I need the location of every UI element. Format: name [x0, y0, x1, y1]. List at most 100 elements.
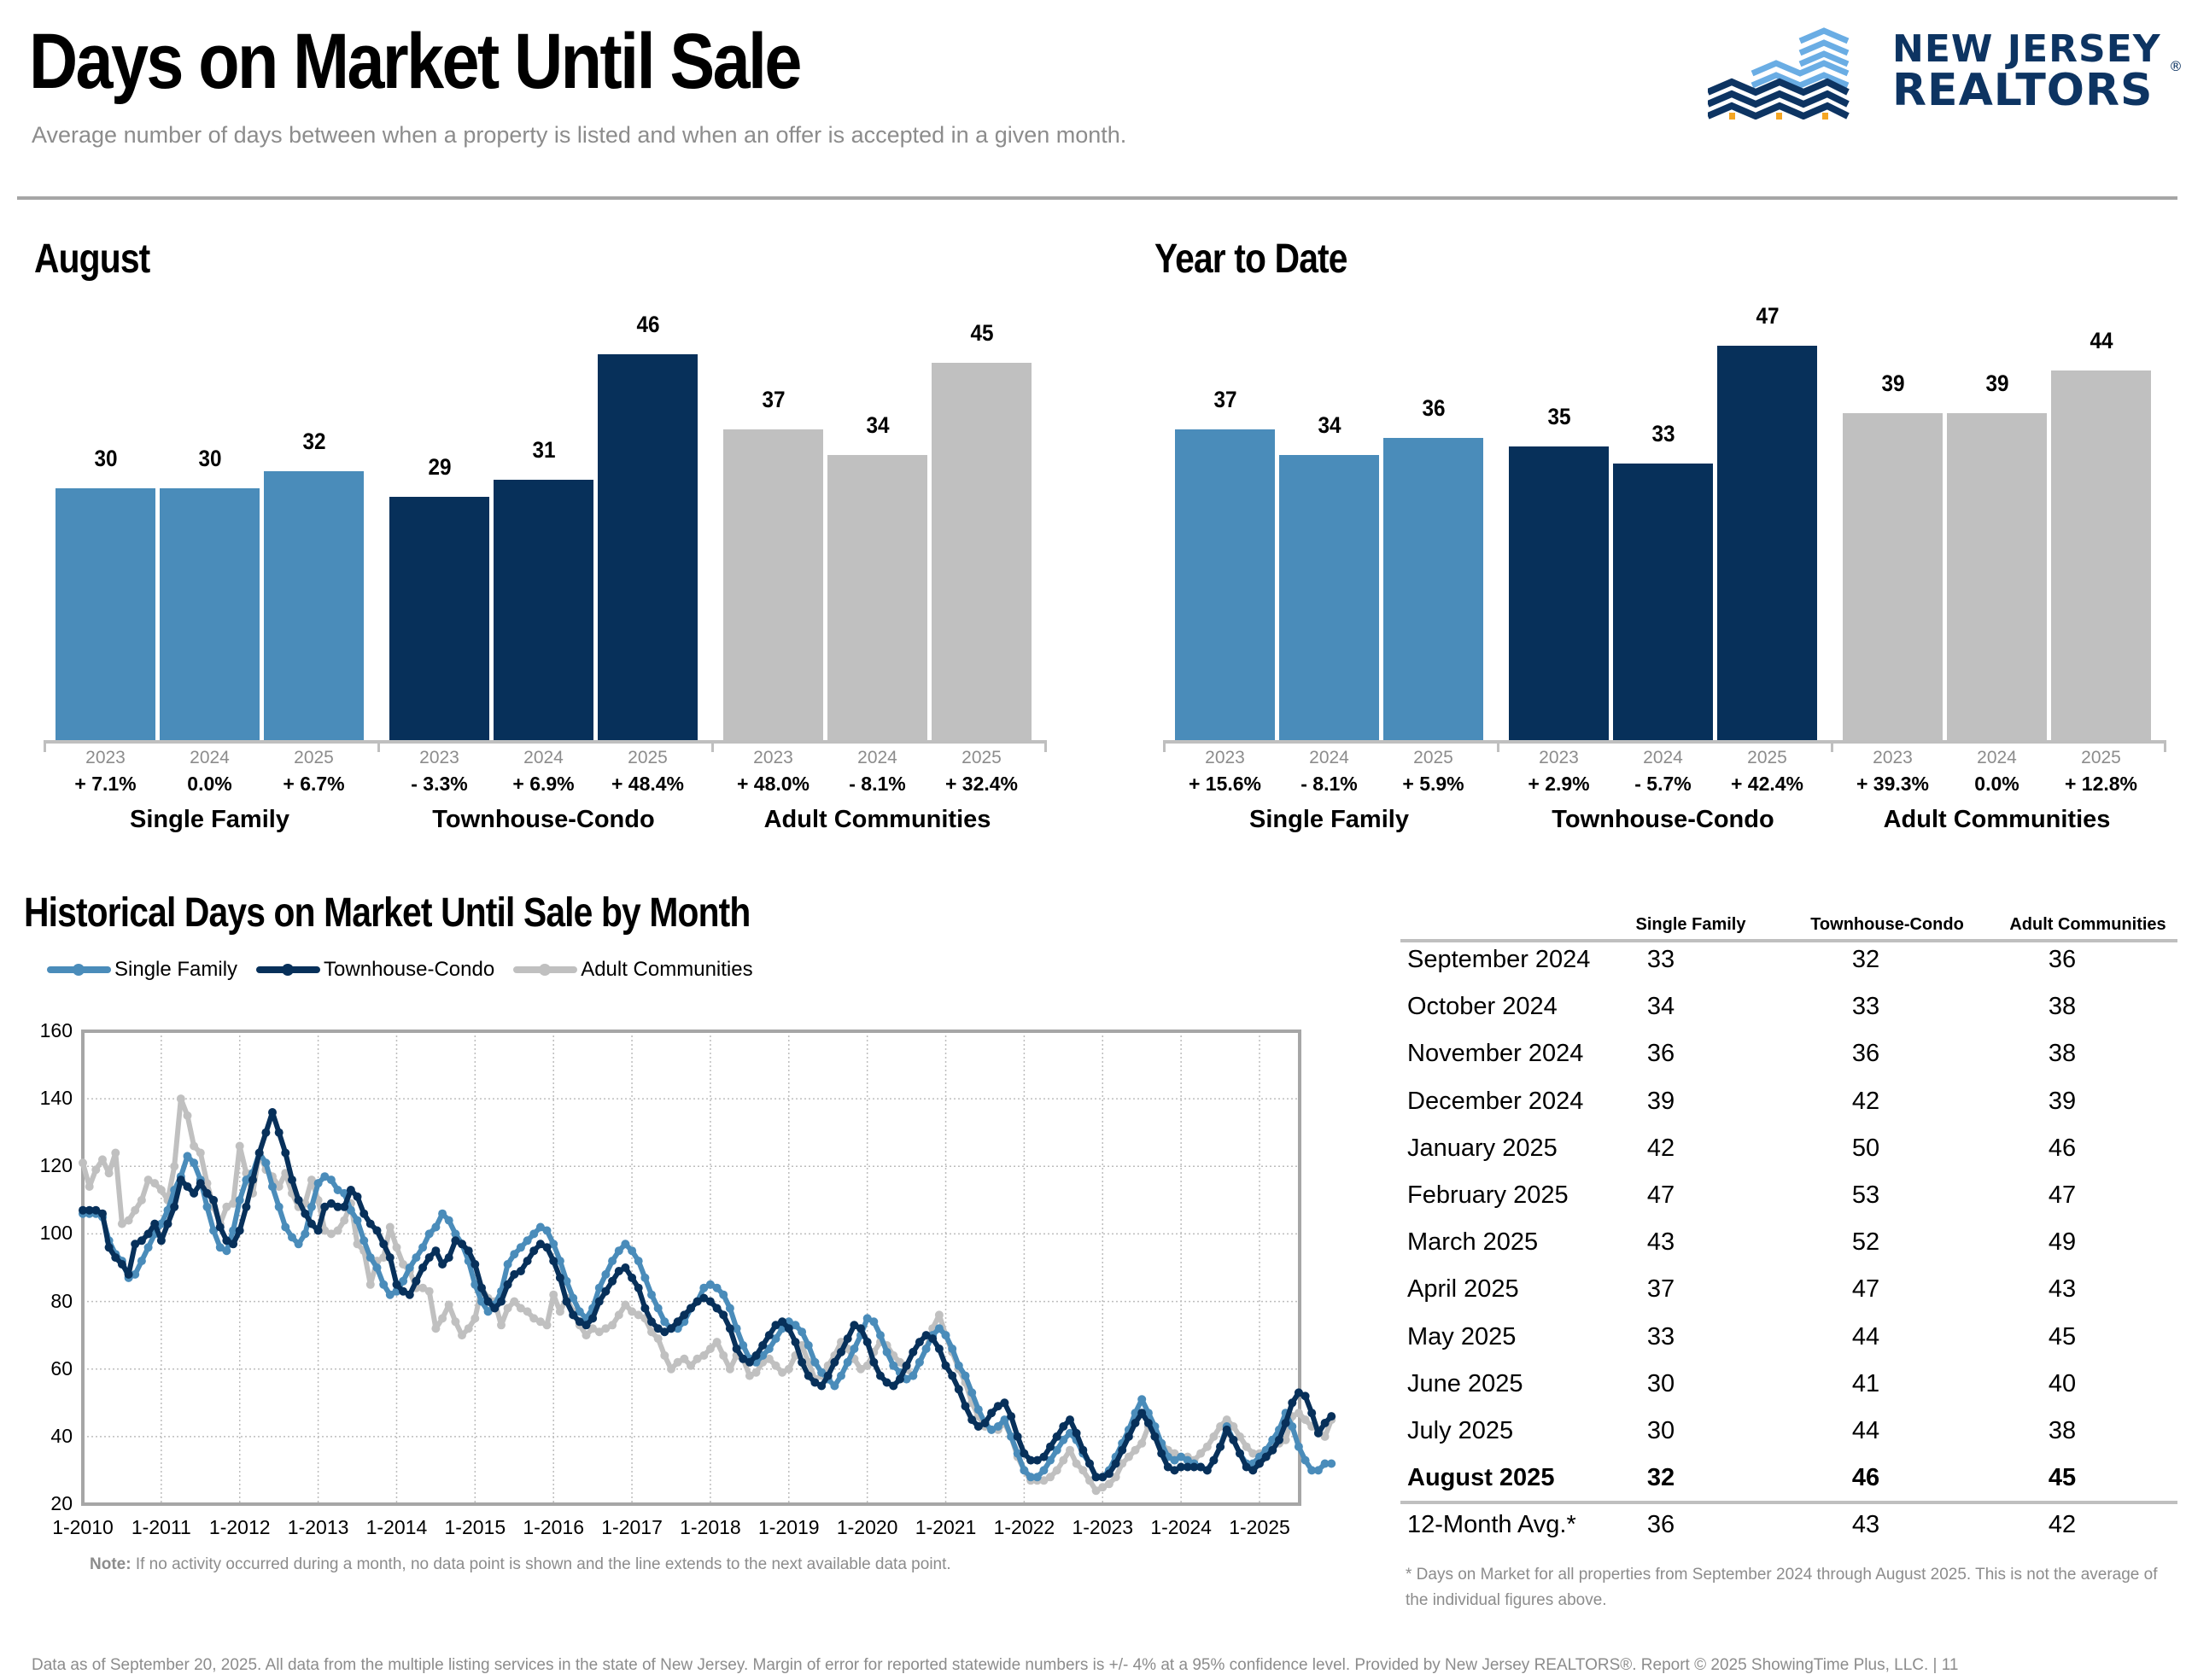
bar-pct-change: + 48.4%	[611, 773, 685, 795]
data-point	[471, 1280, 480, 1289]
data-point	[346, 1205, 355, 1215]
bar-year-label: 2024	[523, 748, 564, 767]
data-point	[751, 1368, 761, 1377]
data-point	[608, 1257, 617, 1266]
table-row: July 2025 30 44 38	[1400, 1417, 2177, 1464]
table-cell: 47	[2048, 1181, 2077, 1209]
data-point	[313, 1179, 323, 1188]
table-cell: 44	[1851, 1322, 1880, 1350]
data-point	[915, 1357, 924, 1367]
data-point	[137, 1195, 146, 1205]
data-point	[608, 1276, 617, 1286]
data-point	[660, 1327, 669, 1337]
data-point	[91, 1165, 101, 1175]
data-point	[967, 1415, 977, 1425]
data-point	[862, 1338, 872, 1347]
data-point	[693, 1354, 702, 1363]
table-cell: 33	[1646, 1322, 1675, 1350]
series-line-adult-communities	[80, 1096, 1335, 1494]
bar-pct-change: 0.0%	[187, 773, 232, 795]
data-point	[1216, 1422, 1225, 1431]
data-point	[1085, 1476, 1094, 1485]
table-cell: 43	[2048, 1275, 2077, 1304]
row-label: May 2025	[1407, 1322, 1517, 1350]
table-row: November 2024 36 36 38	[1400, 1040, 2177, 1087]
bar-value-label: 34	[1317, 411, 1341, 438]
data-point	[196, 1179, 205, 1188]
table-cell: 52	[1851, 1228, 1880, 1257]
data-point	[542, 1321, 552, 1330]
data-point	[1313, 1466, 1323, 1475]
data-point	[1000, 1398, 1009, 1408]
bar-year-label: 2023	[419, 748, 459, 767]
data-point	[582, 1321, 591, 1330]
data-point	[882, 1378, 891, 1387]
data-point	[628, 1307, 637, 1316]
data-point	[137, 1257, 146, 1266]
data-point	[1163, 1462, 1172, 1472]
bar-single-family-2025	[264, 471, 364, 740]
bar-adult-communities-2025	[932, 362, 1032, 740]
data-point	[535, 1317, 545, 1327]
data-point	[248, 1175, 257, 1185]
data-point	[673, 1357, 682, 1367]
y-tick-label: 80	[50, 1289, 73, 1312]
data-point	[1229, 1422, 1238, 1431]
data-point	[1288, 1422, 1297, 1431]
data-point	[288, 1233, 296, 1242]
table-cell: 33	[1646, 946, 1675, 973]
data-point	[1183, 1455, 1192, 1465]
table-cell: 33	[1851, 993, 1880, 1021]
axis-group-tick	[2164, 740, 2166, 752]
data-point	[745, 1371, 754, 1380]
data-point	[431, 1246, 441, 1256]
data-point	[1046, 1455, 1055, 1465]
table-cell: 38	[2048, 1417, 2077, 1444]
bar-value-label: 37	[761, 387, 786, 413]
data-point	[1066, 1428, 1074, 1438]
data-point	[372, 1263, 382, 1272]
data-point	[471, 1314, 480, 1323]
bar-group-label: Townhouse-Condo	[1552, 806, 1774, 833]
bar-value-label: 31	[531, 437, 556, 464]
data-point	[79, 1158, 87, 1168]
data-point	[399, 1260, 408, 1269]
table-cell: 30	[1646, 1369, 1675, 1397]
data-point	[1118, 1445, 1127, 1455]
data-point	[163, 1219, 172, 1228]
x-tick-label: 1-2018	[680, 1516, 741, 1538]
series-line-townhouse-condo	[83, 1110, 1334, 1480]
axis-group-tick	[711, 740, 714, 752]
data-point	[222, 1246, 231, 1256]
data-point	[973, 1422, 983, 1431]
data-point	[1059, 1455, 1068, 1465]
x-tick-label: 1-2015	[444, 1516, 506, 1538]
data-point	[680, 1354, 689, 1363]
data-point	[699, 1350, 709, 1360]
data-point	[385, 1290, 395, 1299]
data-point	[529, 1246, 539, 1256]
data-point	[1222, 1415, 1231, 1425]
data-point	[294, 1240, 303, 1249]
data-point	[1078, 1466, 1088, 1475]
data-point	[281, 1222, 290, 1232]
bar-value-label: 34	[865, 411, 890, 438]
data-point	[850, 1321, 859, 1330]
data-point	[190, 1188, 199, 1198]
data-point	[980, 1419, 990, 1427]
data-point	[497, 1297, 506, 1306]
bar-pct-change: + 15.6%	[1188, 773, 1262, 795]
data-point	[594, 1283, 604, 1292]
data-point	[1300, 1391, 1310, 1401]
data-point	[379, 1253, 389, 1263]
data-point	[993, 1402, 1002, 1411]
plot-frame	[81, 1030, 1301, 1506]
table-cell: 36	[2048, 946, 2077, 973]
table-cell: 39	[1646, 1087, 1675, 1115]
data-point	[510, 1297, 519, 1306]
data-point	[320, 1172, 330, 1181]
note-text: If no activity occurred during a month, …	[131, 1555, 951, 1573]
data-point	[359, 1236, 369, 1245]
data-point	[719, 1290, 728, 1299]
data-point	[326, 1229, 336, 1239]
